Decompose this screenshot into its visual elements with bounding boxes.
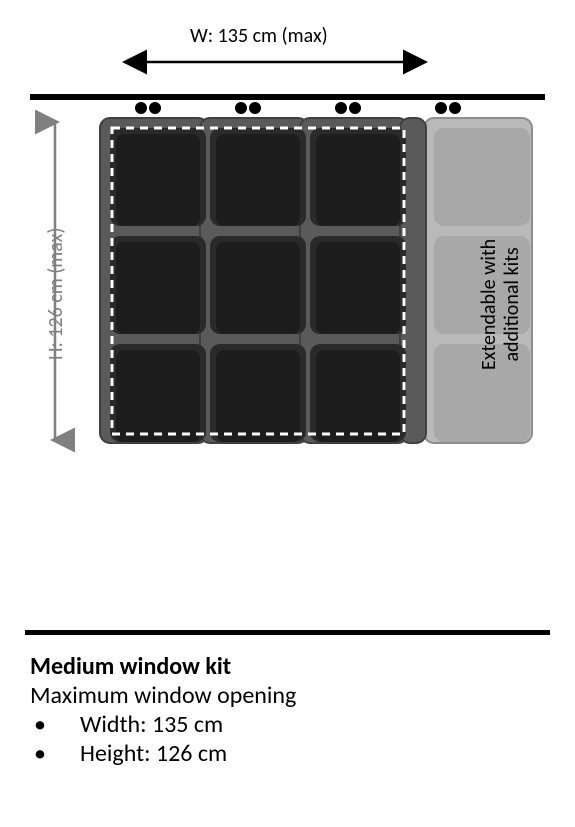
bullet-width-text: Width: 135 cm	[80, 710, 223, 739]
bullet-width: • Width: 135 cm	[30, 710, 540, 739]
bullet-height: • Height: 126 cm	[30, 739, 540, 768]
extendable-label: Extendable with additional kits	[478, 239, 524, 370]
description-block: Medium window kit Maximum window opening…	[30, 652, 540, 768]
extendable-line2: additional kits	[500, 247, 524, 361]
height-dimension-label: H: 126 cm (max)	[44, 228, 68, 360]
bullet-height-text: Height: 126 cm	[80, 739, 227, 768]
extendable-line1: Extendable with	[477, 239, 501, 370]
diagram-canvas: W: 135 cm (max)	[0, 0, 575, 827]
bullet-dot-icon: •	[30, 739, 80, 768]
kit-title: Medium window kit	[30, 652, 540, 681]
kit-subtitle: Maximum window opening	[30, 681, 540, 710]
bullet-dot-icon: •	[30, 710, 80, 739]
section-divider	[25, 630, 550, 635]
